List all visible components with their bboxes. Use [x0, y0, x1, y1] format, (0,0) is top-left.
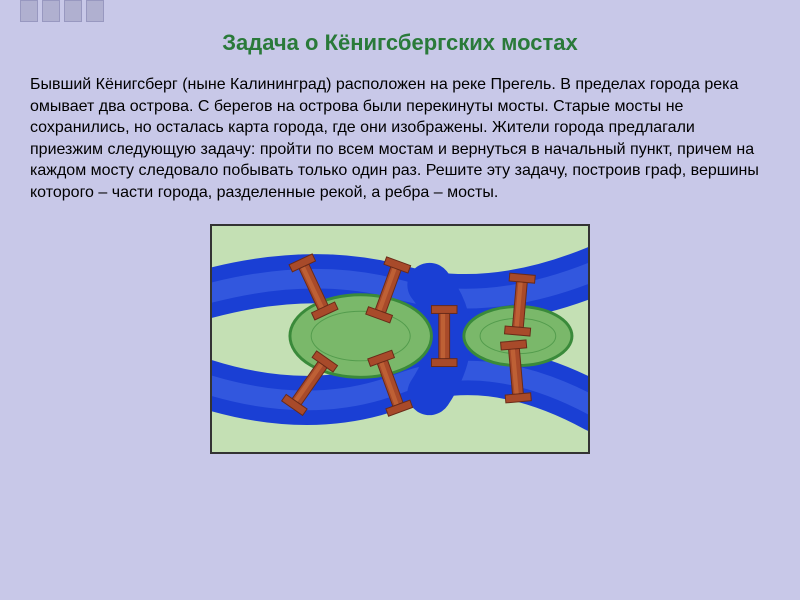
page-title: Задача о Кёнигсбергских мостах: [0, 0, 800, 56]
corner-decoration: [20, 0, 104, 22]
bridges-svg: [212, 226, 588, 452]
deco-block: [86, 0, 104, 22]
deco-block: [64, 0, 82, 22]
problem-text: Бывший Кёнигсберг (ныне Калининград) рас…: [0, 56, 800, 214]
deco-block: [42, 0, 60, 22]
deco-block: [20, 0, 38, 22]
bridges-diagram: [210, 224, 590, 454]
